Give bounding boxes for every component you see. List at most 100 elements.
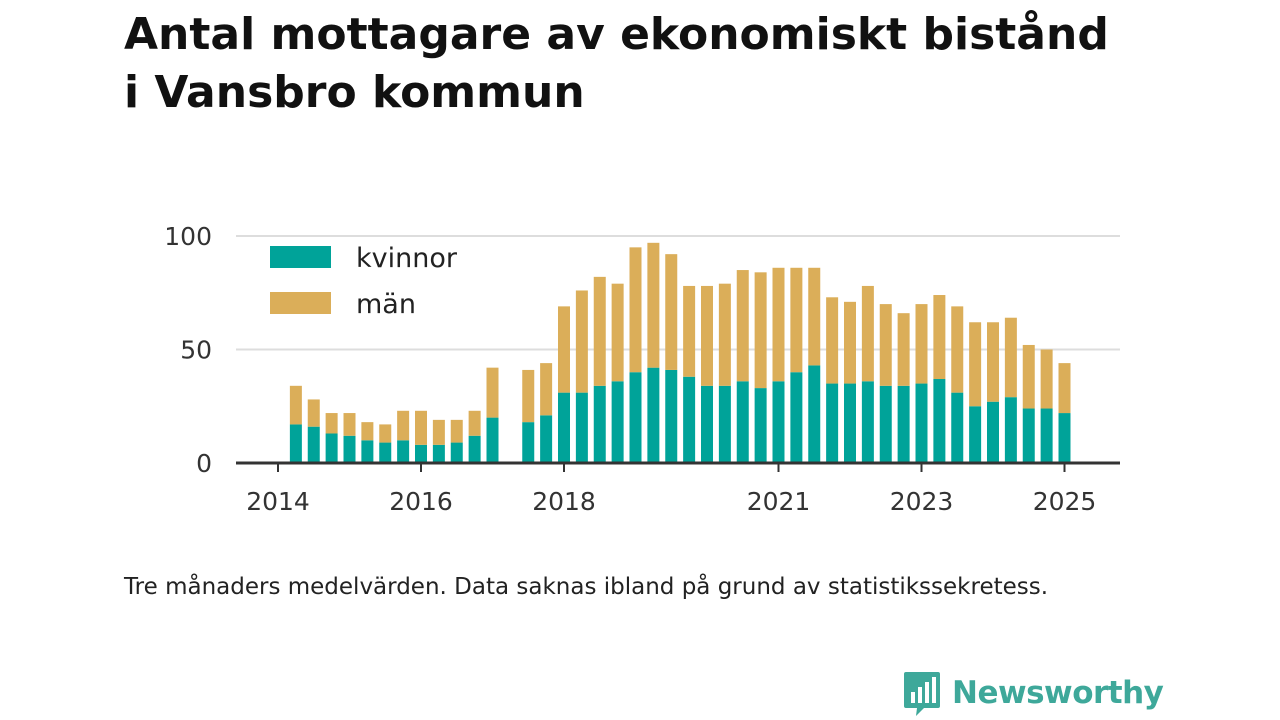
bar-man-2 [325, 413, 338, 434]
bar-man-42 [1058, 363, 1071, 414]
stacked-bar-chart: 0 50 100 2014 2016 2018 2021 2023 2025 kvinnor män [164, 222, 1120, 516]
bar-man-33 [897, 313, 910, 386]
newsworthy-brand[interactable]: Newsworthy [902, 668, 1164, 718]
bar-man-12 [522, 369, 535, 423]
bar-man-22 [701, 285, 713, 386]
bar-kvinnor-15 [575, 392, 588, 463]
bar-man-36 [951, 306, 964, 393]
bar-kvinnor-36 [951, 392, 964, 463]
bar-kvinnor-0 [289, 424, 302, 463]
x-tick-label-2016: 2016 [389, 487, 453, 516]
bar-kvinnor-25 [754, 388, 767, 463]
bar-man-21 [683, 285, 696, 377]
bar-kvinnor-40 [1022, 408, 1035, 463]
bar-kvinnor-17 [611, 381, 624, 463]
chart-title-line-2: i Vansbro kommun [124, 67, 585, 118]
legend-label-man: män [356, 289, 416, 320]
bar-man-41 [1040, 349, 1053, 409]
bar-man-26 [772, 267, 785, 382]
chart-footnote: Tre månaders medelvärden. Data saknas ib… [124, 574, 1049, 600]
bar-man-32 [879, 304, 892, 386]
bar-kvinnor-3 [343, 435, 356, 463]
bar-man-31 [861, 285, 874, 382]
bar-man-18 [629, 247, 642, 373]
bar-man-0 [289, 385, 302, 425]
bar-kvinnor-2 [325, 433, 338, 463]
bar-kvinnor-4 [361, 440, 374, 463]
bar-kvinnor-7 [415, 444, 427, 463]
bar-man-10 [468, 410, 481, 436]
bar-man-4 [361, 422, 374, 441]
bar-kvinnor-10 [468, 435, 481, 463]
bar-kvinnor-6 [397, 440, 410, 463]
bar-man-17 [611, 283, 624, 382]
bar-man-37 [969, 322, 982, 407]
x-tick-label-2023: 2023 [890, 487, 954, 516]
x-tick-label-2021: 2021 [747, 487, 811, 516]
chart-title: Antal mottagare av ekonomiskt bistånd i … [124, 6, 1224, 122]
bar-man-23 [718, 283, 731, 386]
bar-kvinnor-18 [629, 372, 642, 463]
bar-kvinnor-20 [665, 369, 678, 463]
bar-man-40 [1022, 344, 1035, 409]
bar-man-11 [486, 367, 499, 418]
brand-name: Newsworthy [952, 675, 1164, 711]
bar-kvinnor-9 [450, 442, 463, 463]
bar-man-35 [933, 295, 946, 380]
bar-kvinnor-29 [826, 383, 839, 463]
bar-man-39 [1004, 317, 1017, 398]
bar-man-19 [647, 242, 660, 368]
bar-kvinnor-30 [844, 383, 856, 463]
bar-kvinnor-13 [540, 415, 553, 463]
bar-man-9 [450, 419, 463, 443]
bar-kvinnor-37 [969, 406, 982, 463]
bar-man-34 [915, 304, 928, 384]
bar-kvinnor-11 [486, 417, 499, 463]
bar-man-20 [665, 254, 678, 370]
bar-kvinnor-31 [861, 381, 874, 463]
bar-kvinnor-39 [1004, 397, 1017, 463]
bar-kvinnor-21 [683, 376, 696, 463]
y-tick-label-100: 100 [164, 222, 212, 251]
bar-kvinnor-32 [879, 385, 892, 463]
bar-man-14 [558, 306, 570, 393]
bar-kvinnor-16 [593, 385, 606, 463]
x-tick-label-2018: 2018 [532, 487, 596, 516]
newsworthy-logo-icon [904, 672, 940, 716]
bar-man-28 [808, 267, 821, 366]
bar-kvinnor-14 [558, 392, 570, 463]
bar-kvinnor-35 [933, 379, 946, 463]
y-tick-label-0: 0 [196, 449, 212, 478]
bar-man-5 [379, 424, 392, 443]
bar-man-16 [593, 276, 606, 386]
bar-man-24 [736, 270, 749, 382]
bar-man-13 [540, 363, 553, 416]
bar-kvinnor-33 [897, 385, 910, 463]
bar-man-7 [415, 410, 427, 445]
bar-man-38 [987, 322, 999, 402]
bar-man-3 [343, 413, 356, 436]
bar-kvinnor-42 [1058, 413, 1071, 463]
bar-man-29 [826, 297, 839, 384]
bar-kvinnor-19 [647, 367, 660, 463]
bar-kvinnor-38 [987, 401, 999, 463]
bar-man-1 [307, 399, 320, 427]
chart-title-line-1: Antal mottagare av ekonomiskt bistånd [124, 9, 1109, 60]
bar-kvinnor-12 [522, 422, 535, 463]
bar-man-27 [790, 267, 803, 373]
bar-kvinnor-5 [379, 442, 392, 463]
bar-man-30 [844, 301, 856, 384]
legend-swatch-kvinnor [270, 246, 331, 268]
bar-man-25 [754, 272, 767, 389]
bar-man-6 [397, 410, 410, 441]
bar-kvinnor-28 [808, 365, 821, 463]
legend-label-kvinnor: kvinnor [356, 243, 458, 274]
bar-man-15 [575, 290, 588, 393]
bar-kvinnor-23 [718, 385, 731, 463]
bar-kvinnor-26 [772, 381, 785, 463]
bar-kvinnor-22 [701, 385, 713, 463]
bar-kvinnor-41 [1040, 408, 1053, 463]
x-tick-label-2025: 2025 [1033, 487, 1097, 516]
bar-kvinnor-34 [915, 383, 928, 463]
bar-kvinnor-24 [736, 381, 749, 463]
